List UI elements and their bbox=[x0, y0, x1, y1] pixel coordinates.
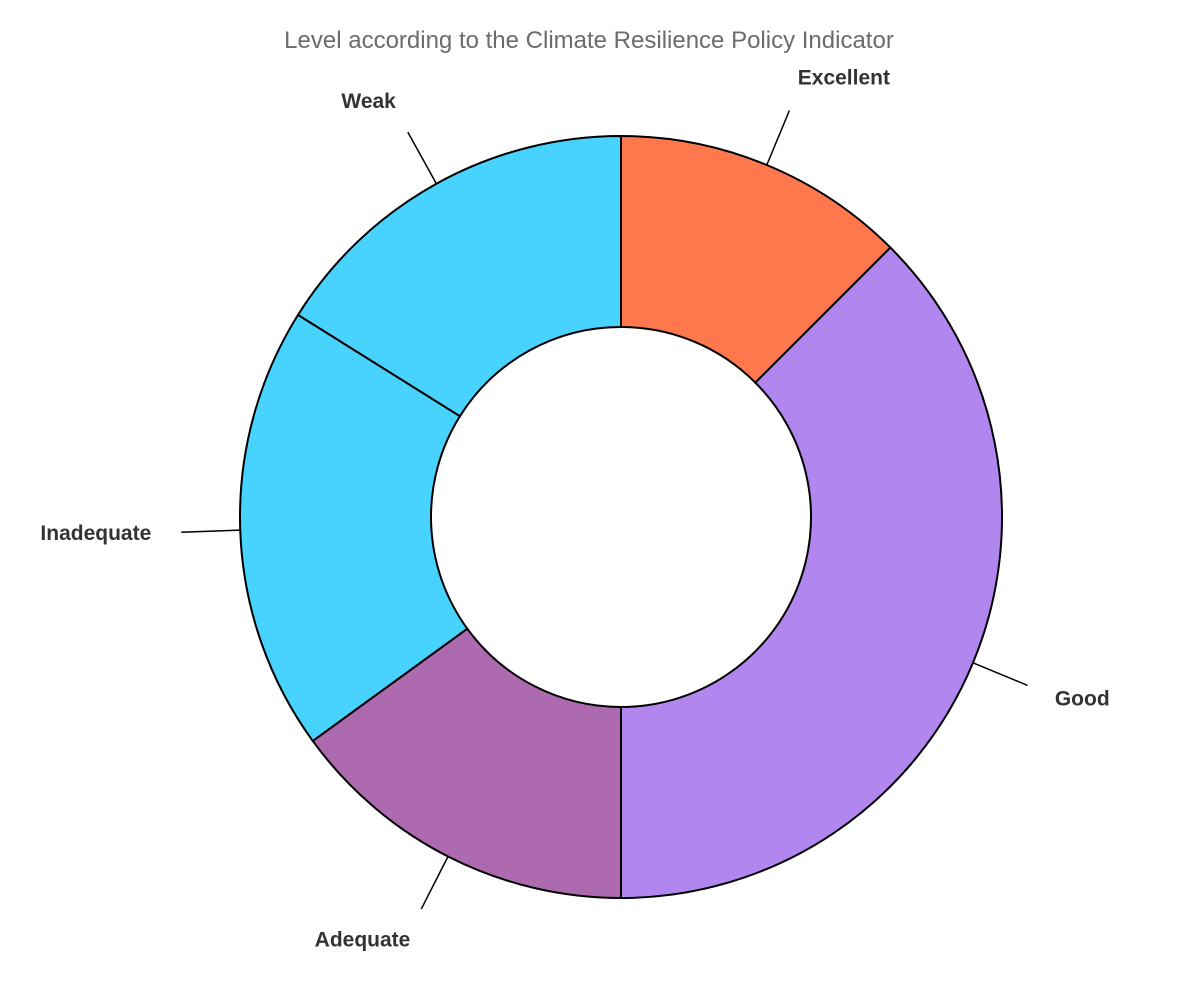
slice-weak bbox=[296, 134, 622, 418]
leader-line-weak bbox=[407, 131, 438, 185]
slice-good bbox=[620, 246, 1003, 900]
leader-line-inadequate bbox=[181, 529, 241, 533]
slice-label-weak: Weak bbox=[341, 90, 396, 113]
leader-line-excellent bbox=[766, 110, 791, 166]
labels-group: Excellent Good Adequate Inadequate Weak bbox=[40, 67, 1109, 952]
slice-adequate bbox=[311, 627, 622, 900]
chart-title: Level according to the Climate Resilienc… bbox=[284, 27, 894, 54]
slice-label-inadequate: Inadequate bbox=[40, 522, 151, 545]
slice-label-excellent: Excellent bbox=[798, 67, 890, 90]
slice-label-good: Good bbox=[1055, 687, 1110, 710]
slice-label-adequate: Adequate bbox=[315, 929, 411, 952]
slices-group bbox=[239, 134, 1003, 900]
slice-inadequate bbox=[239, 313, 469, 743]
slice-excellent bbox=[620, 134, 892, 385]
leader-line-adequate bbox=[420, 856, 449, 910]
leader-line-good bbox=[972, 662, 1028, 687]
